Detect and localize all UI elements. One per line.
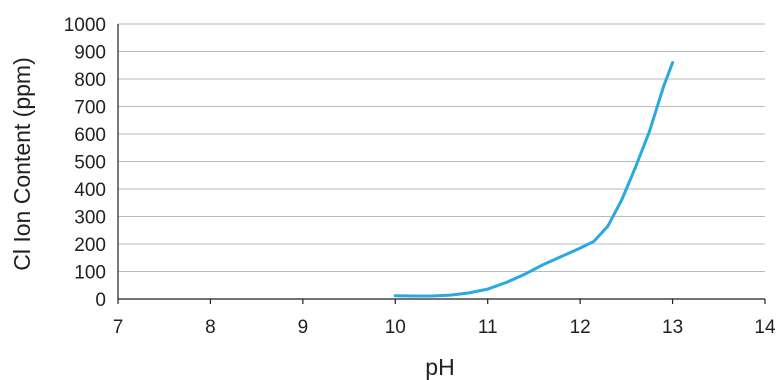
y-tick-label-200: 200: [74, 235, 106, 256]
y-tick-label-700: 700: [74, 98, 106, 119]
y-tick-label-300: 300: [74, 208, 106, 229]
x-tick-label-14: 14: [754, 317, 776, 338]
series-line-0: [393, 61, 675, 298]
y-axis-ticks: 0 100 200 300 400 500 600 700 800 900 1000: [64, 15, 106, 311]
x-tick-label-12: 12: [570, 317, 591, 338]
x-axis-title: pH: [425, 354, 454, 380]
y-tick-label-0: 0: [95, 290, 106, 311]
y-tick-label-600: 600: [74, 125, 106, 146]
axes: [117, 24, 765, 300]
x-tick-label-11: 11: [478, 317, 498, 338]
y-tick-label-400: 400: [74, 180, 106, 201]
y-tick-label-900: 900: [74, 43, 106, 64]
y-tick-label-1000: 1000: [64, 15, 106, 36]
y-tick-label-800: 800: [74, 70, 106, 91]
y-tick-label-500: 500: [74, 153, 106, 174]
x-tick-label-13: 13: [662, 317, 683, 338]
x-tick-label-7: 7: [113, 317, 124, 338]
x-axis-ticks: 7 8 9 10 11 12 13 14: [113, 299, 776, 338]
y-axis-title: Cl Ion Content (ppm): [9, 57, 35, 270]
x-tick-label-9: 9: [298, 317, 309, 338]
series-layer: [393, 61, 675, 298]
y-tick-label-100: 100: [74, 263, 106, 284]
x-tick-label-10: 10: [385, 317, 406, 338]
x-tick-label-8: 8: [205, 317, 216, 338]
gridlines: [118, 23, 765, 272]
